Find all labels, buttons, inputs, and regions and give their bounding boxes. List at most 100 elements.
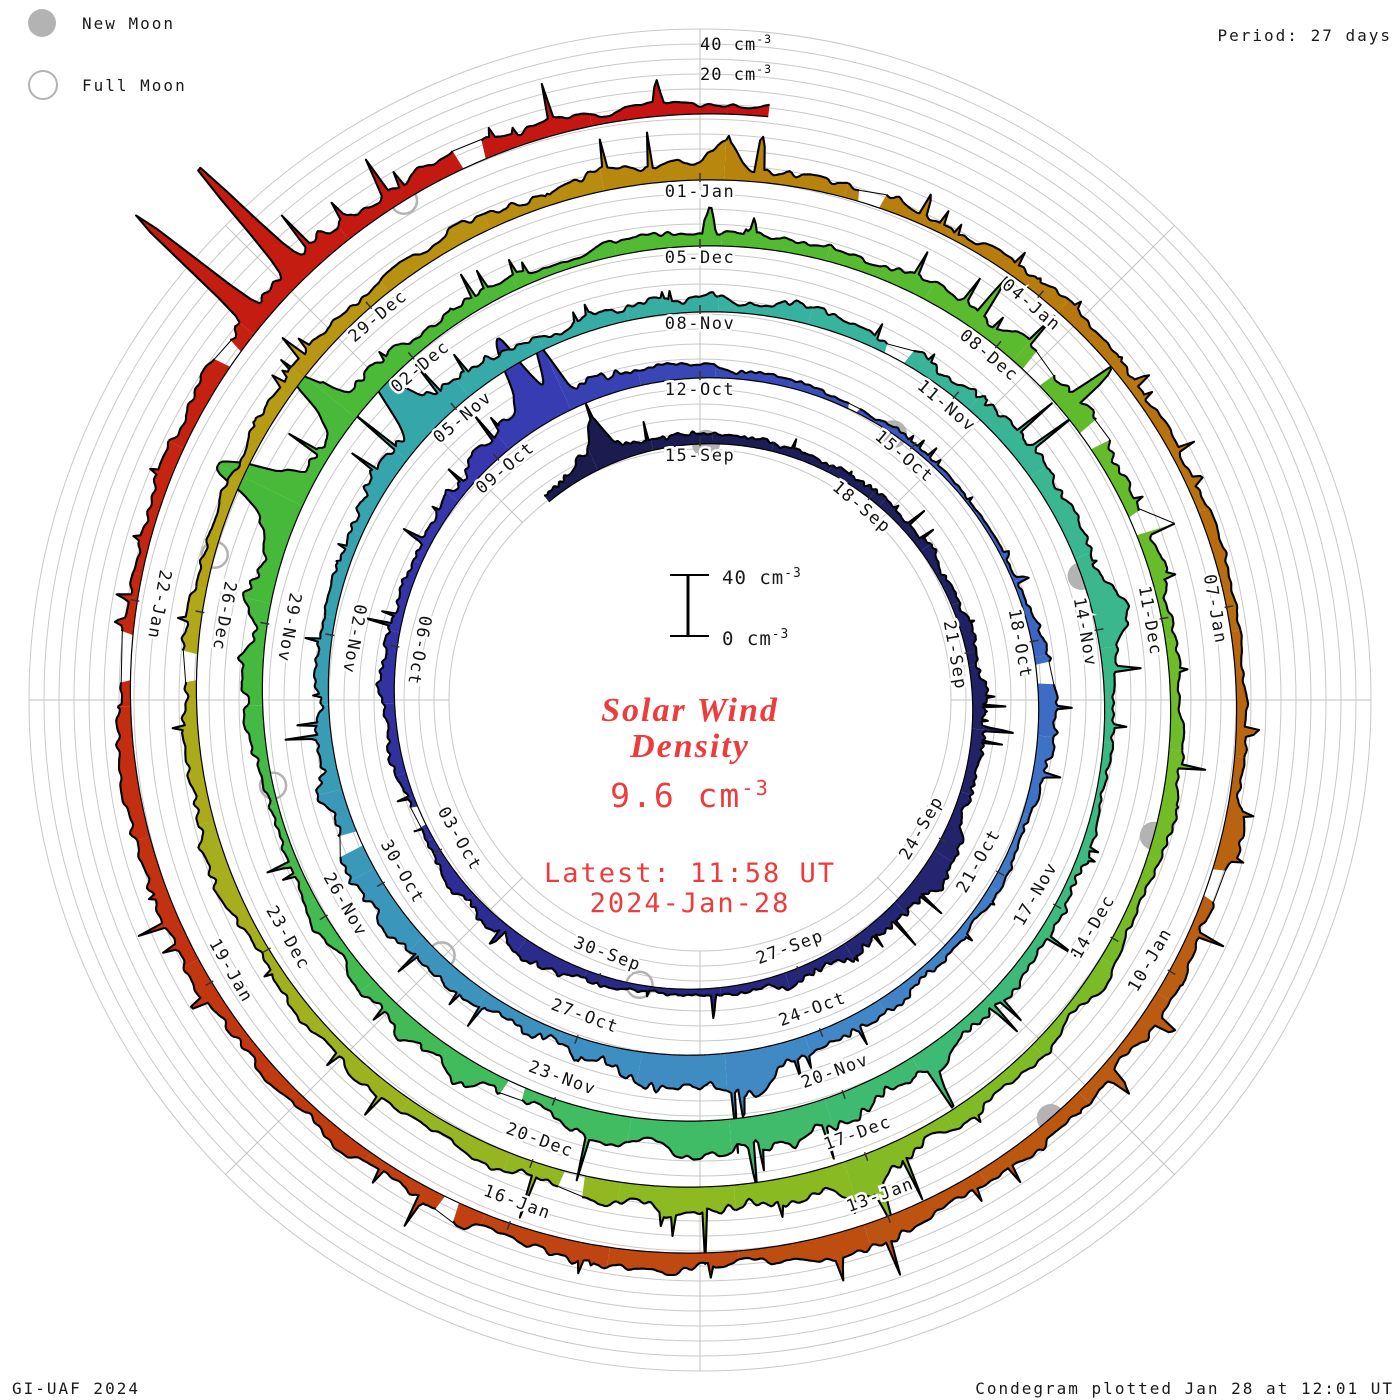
density-trace-outline (721, 217, 831, 248)
spiral-density-segment (133, 440, 184, 575)
credit-label: GI-UAF 2024 (12, 1379, 140, 1398)
density-trace-outline (930, 543, 961, 603)
density-trace-outline (1239, 630, 1261, 758)
density-trace-outline (720, 983, 791, 997)
spiral-density-segment (421, 270, 518, 345)
density-trace-outline (135, 166, 340, 324)
data-gap-connector (182, 649, 187, 685)
density-trace-outline (773, 438, 833, 467)
density-trace-outline (582, 1196, 618, 1208)
density-trace-outline (711, 431, 774, 445)
spiral-density-segment (178, 586, 207, 706)
spiral-density-segment (844, 1114, 955, 1221)
density-trace-outline (261, 1075, 366, 1163)
density-trace-outline (856, 1128, 956, 1223)
density-trace-outline (616, 1197, 737, 1266)
date-tick (390, 644, 400, 648)
density-trace-outline (613, 206, 723, 244)
spiral-density-segment (941, 885, 999, 956)
spiral-density-segment (305, 335, 429, 419)
density-trace-outline (993, 926, 1077, 1022)
date-label: 02-Nov (338, 603, 370, 676)
date-tick (1052, 903, 1062, 910)
latest-date-label: 2024-Jan-28 (589, 888, 791, 919)
density-trace-outline (358, 991, 442, 1058)
spiral-density-segment (892, 351, 979, 409)
chart-title-line1: Solar Wind (601, 692, 779, 729)
date-tick (863, 1152, 869, 1162)
density-trace-outline (466, 1005, 559, 1043)
spiral-density-segment (532, 1092, 632, 1181)
spiral-density-segment (1022, 735, 1061, 816)
spiral-density-segment (317, 789, 375, 882)
scale-label: 0 cm-3 (722, 627, 789, 650)
spiral-density-segment (196, 472, 244, 590)
spiral-density-segment (364, 1152, 486, 1230)
spiral-density-segment (398, 937, 488, 1007)
spiral-density-segment (1209, 756, 1254, 879)
density-trace-outline (116, 682, 124, 708)
density-trace-outline (969, 730, 1014, 796)
density-trace-outline (589, 79, 728, 119)
data-gap-connector (1138, 508, 1175, 524)
spiral-density-segment (979, 1092, 1091, 1184)
density-trace-outline (316, 795, 342, 838)
spiral-density-segment (923, 448, 979, 515)
density-trace-outline (452, 1220, 481, 1231)
density-trace-outline (606, 1258, 740, 1279)
spiral-density-segment (516, 939, 587, 978)
spiral-density-segment (1084, 439, 1143, 536)
spiral-density-segment (911, 997, 1017, 1108)
density-trace-outline (217, 359, 329, 474)
spiral-density-segment (724, 136, 849, 198)
data-gap-connector (452, 138, 484, 152)
radial-spoke (877, 877, 1175, 1175)
spiral-density-segment (545, 352, 641, 410)
density-trace-outline (467, 898, 517, 954)
density-trace-outline (379, 213, 484, 282)
data-gap-connector (500, 1092, 524, 1102)
date-tick (867, 492, 875, 501)
date-tick (365, 301, 373, 310)
spiral-density-segment (606, 1247, 740, 1278)
density-trace-outline (305, 334, 423, 394)
density-trace-outline (531, 1100, 628, 1182)
date-tick (450, 402, 458, 411)
date-tick (1110, 936, 1119, 943)
spiral-density-segment (183, 959, 274, 1077)
spiral-density-segment (400, 1099, 511, 1172)
spiral-density-segment (715, 365, 792, 388)
spiral-density-segment (585, 402, 653, 471)
density-trace-outline (829, 243, 936, 284)
date-tick (995, 870, 1005, 877)
spiral-density-segment (1057, 299, 1153, 404)
density-trace-outline (958, 601, 979, 665)
density-trace-outline (906, 861, 954, 916)
spiral-density-segment (968, 664, 1014, 733)
date-label: 29-Nov (273, 591, 305, 664)
spiral-density-segment (968, 396, 1075, 478)
density-trace-outline (543, 447, 589, 497)
density-trace-outline (862, 409, 928, 455)
date-tick (262, 947, 271, 954)
data-gap-connector (557, 1186, 585, 1198)
date-tick (952, 391, 960, 400)
spiral-density-segment (925, 277, 1055, 361)
date-tick (325, 633, 335, 637)
current-density-exponent: -3 (741, 776, 770, 800)
spiral-density-segment (652, 986, 721, 1019)
full-moon-icon (28, 70, 58, 100)
density-trace-outline (330, 150, 454, 227)
spiral-density-segment (137, 837, 199, 967)
spiral-density-segment (168, 322, 254, 449)
date-label: 12-Oct (665, 380, 735, 400)
radial-spoke (877, 225, 1175, 523)
density-trace-outline (247, 932, 314, 1034)
density-trace-outline (1107, 439, 1144, 511)
date-label: 01-Jan (665, 182, 735, 202)
spiral-density-segment (116, 706, 150, 841)
date-label: 22-Jan (143, 568, 175, 641)
chart-title-line2: Density (630, 728, 750, 765)
outer-scale-labels: 40 cm-3 20 cm-3 (700, 32, 771, 85)
density-trace-outline (1052, 837, 1100, 928)
